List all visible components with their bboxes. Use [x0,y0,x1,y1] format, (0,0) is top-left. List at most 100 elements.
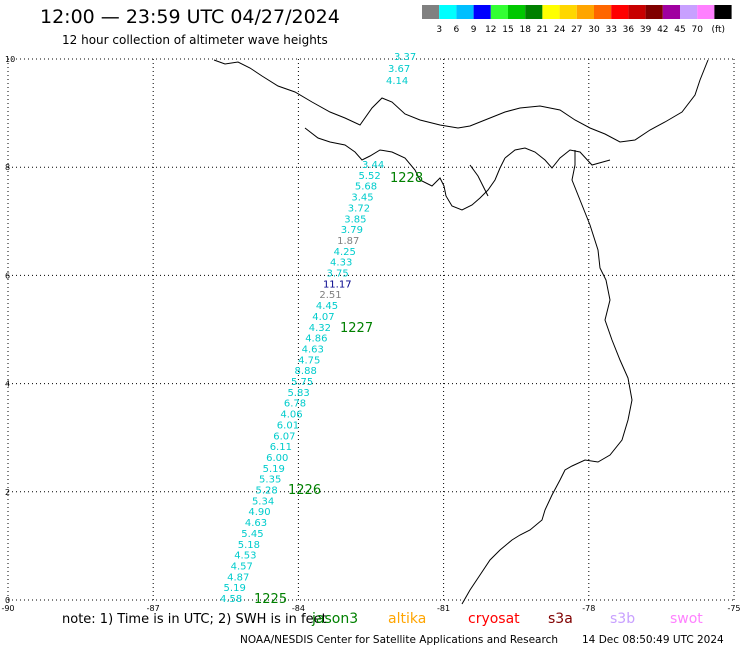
colorbar-swatch [594,5,612,19]
swh-value: 4.06 [280,410,302,421]
swh-value: 5.19 [263,464,285,475]
swh-value: 4.33 [330,258,352,269]
colorbar-tick: 3 [436,25,442,35]
swh-value: 5.28 [256,486,278,497]
x-tick-label: -90 [1,604,14,612]
swh-value: 11.17 [323,279,352,290]
colorbar-tick: 24 [554,25,566,35]
swh-value: 5.45 [241,529,263,540]
colorbar-swatch [508,5,526,19]
swh-value: 4.90 [248,507,270,518]
pass-label: 1228 [390,171,423,186]
swh-value: 3.85 [344,214,366,225]
x-tick-label: -78 [582,604,595,612]
swh-value: 5.34 [252,496,274,507]
coastline-north [213,59,709,143]
colorbar-swatch [542,5,560,19]
mission-s3b: s3b [610,611,636,627]
colorbar-swatch [439,5,457,19]
swh-value: 3.79 [341,225,363,236]
swh-value: 4.53 [234,551,256,562]
colorbar-tick: 33 [605,25,616,35]
swh-value: 5.83 [287,388,309,399]
axis-tick-labels: -90 -87 -84 -81 -78 -75 0 2 4 6 8 10 [1,55,740,612]
swh-value: 4.58 [220,594,242,605]
swh-value: 4.86 [305,334,327,345]
swh-value: 5.68 [355,182,377,193]
swh-value: 4.63 [302,344,324,355]
x-tick-label: -84 [292,604,305,612]
coastline-gulf-panama [504,147,611,169]
swh-value: 3.45 [351,193,373,204]
swh-value: 3.37 [394,52,416,63]
swh-value: 8.88 [295,366,317,377]
mission-s3a: s3a [548,611,573,627]
swh-value: 4.14 [386,76,408,87]
y-tick-label: 8 [5,163,10,172]
x-tick-label: -81 [437,604,450,612]
y-tick-label: 10 [5,55,15,64]
swh-value: 4.87 [227,572,249,583]
mission-jason3: jason3 [312,611,359,627]
colorbar-tick: 6 [454,25,460,35]
pass-label: 1226 [288,483,321,498]
graticule [7,58,735,601]
colorbar-swatch [525,5,543,19]
colorbar: 3 6 9 12 15 18 21 24 27 30 33 36 39 42 45 70 (ft) [422,5,732,35]
note-text: note: 1) Time is in UTC; 2) SWH is in fe… [62,612,327,627]
swh-value: 4.75 [298,355,320,366]
x-tick-label: -87 [147,604,160,612]
swh-value: 4.63 [245,518,267,529]
mission-altika: altika [388,611,427,627]
map-subtitle: 12 hour collection of altimeter wave hei… [62,33,328,47]
y-tick-label: 4 [5,380,10,389]
coastline-pacific [304,127,506,211]
colorbar-tick: 45 [674,25,685,35]
colorbar-unit: (ft) [711,25,725,35]
colorbar-tick: 21 [537,25,548,35]
colorbar-tick: 30 [588,25,600,35]
swh-value: 2.51 [319,290,341,301]
mission-swot: swot [670,611,703,627]
swh-value: 4.45 [316,301,338,312]
mission-cryosat: cryosat [468,611,520,627]
colorbar-swatch [714,5,732,19]
swh-value: 3.72 [348,203,370,214]
swh-value: 6.07 [273,431,295,442]
coastline [213,59,709,605]
swh-value: 6.01 [277,420,299,431]
colorbar-swatch [473,5,491,19]
colorbar-swatch [645,5,663,19]
map-title: 12:00 — 23:59 UTC 04/27/2024 [40,6,340,28]
x-tick-label: -75 [727,604,740,612]
colorbar-swatch [576,5,594,19]
coastline-colombia [461,150,633,605]
footer-credit: NOAA/NESDIS Center for Satellite Applica… [240,634,558,646]
colorbar-tick: 12 [485,25,496,35]
colorbar-swatch [490,5,508,19]
swh-value: 5.35 [259,475,281,486]
colorbar-tick: 36 [623,25,635,35]
colorbar-tick: 39 [640,25,652,35]
swh-value: 3.67 [388,64,410,75]
swh-value: 3.44 [362,160,384,171]
swh-value: 3.75 [327,269,349,280]
swh-value: 4.25 [334,247,356,258]
swh-value: 5.75 [291,377,313,388]
colorbar-swatch [680,5,698,19]
swh-value: 6.00 [266,453,288,464]
colorbar-tick: 27 [571,25,582,35]
colorbar-tick: 15 [502,25,513,35]
swh-value: 5.52 [358,171,380,182]
swh-value: 6.11 [270,442,292,453]
swh-value: 1.87 [337,236,359,247]
colorbar-swatch [662,5,680,19]
pass-label: 1225 [254,592,287,607]
colorbar-swatch [559,5,577,19]
y-tick-label: 6 [5,271,10,280]
colorbar-swatch [422,5,440,19]
footer-timestamp: 14 Dec 08:50:49 UTC 2024 [582,634,724,646]
colorbar-swatch [611,5,629,19]
pass-label: 1227 [340,321,373,336]
colorbar-tick: 42 [657,25,668,35]
